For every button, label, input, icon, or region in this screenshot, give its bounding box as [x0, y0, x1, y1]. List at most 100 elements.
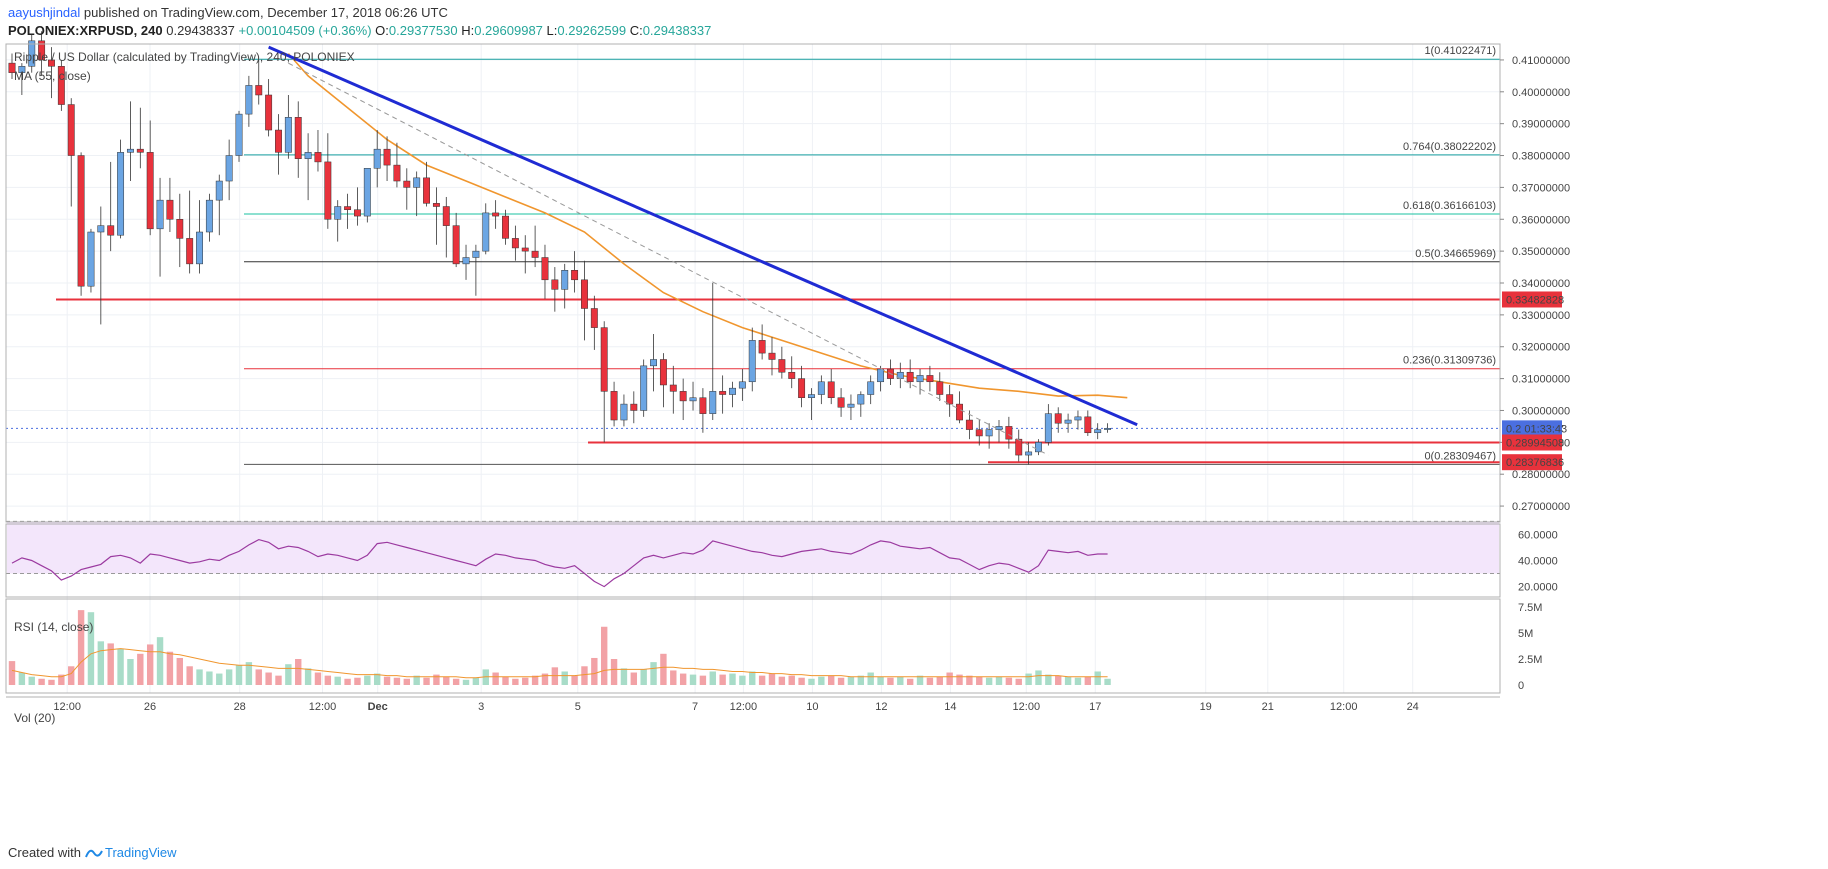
y-tick-label: 0.40000000	[1512, 87, 1570, 99]
candle-body	[403, 180, 411, 188]
volume-bar	[1064, 676, 1072, 685]
x-tick-label: 12:00	[730, 701, 758, 713]
volume-bar	[146, 644, 154, 685]
candle-body	[521, 247, 529, 252]
x-tick-label: 12:00	[1013, 701, 1041, 713]
symbol-label: POLONIEX:XRPUSD, 240	[8, 23, 163, 38]
candle-body	[255, 85, 263, 96]
x-tick-label: 21	[1262, 701, 1274, 713]
candle-body	[1035, 442, 1042, 453]
volume-bar	[867, 672, 874, 685]
volume-bar	[709, 671, 716, 685]
close-value: 0.29438337	[642, 23, 712, 38]
candle-body	[600, 327, 608, 392]
candle-body	[531, 250, 539, 258]
volume-bar	[186, 666, 193, 685]
volume-bar	[591, 657, 598, 685]
publish-line: aayushjindal published on TradingView.co…	[8, 4, 1820, 22]
high-label: H:	[461, 23, 475, 38]
volume-y-tick-label: 5M	[1518, 628, 1533, 640]
volume-ma-line	[11, 648, 1108, 679]
volume-bar	[966, 675, 973, 685]
candle-body	[38, 40, 46, 61]
candle-body	[423, 177, 430, 204]
volume-bar	[581, 666, 588, 685]
fibonacci-levels: 1(0.41022471) 0.764(0.38022202) 0.618(0.36…	[244, 45, 1500, 465]
volume-bar	[502, 676, 509, 685]
volume-bar	[166, 651, 174, 685]
resistance-price-label: 0.33482828	[1506, 294, 1564, 306]
volume-bar	[364, 675, 371, 685]
volume-bar	[926, 677, 934, 685]
y-tick-label: 0.37000000	[1512, 182, 1570, 194]
candle-body	[176, 219, 184, 239]
candle-body	[1025, 451, 1033, 456]
candle-body	[975, 429, 983, 437]
candle-body	[18, 66, 26, 73]
volume-bar	[156, 637, 164, 685]
candle-body	[738, 381, 746, 389]
candle-body	[205, 199, 213, 233]
x-tick-label: 3	[478, 701, 484, 713]
x-tick-label: 7	[692, 701, 698, 713]
volume-bar	[571, 675, 578, 685]
candle-body	[778, 359, 786, 373]
candle-body	[679, 391, 687, 402]
volume-bar	[97, 641, 105, 685]
countdown-bg	[1502, 420, 1562, 437]
x-tick-label: 19	[1200, 701, 1212, 713]
ohlc-line: POLONIEX:XRPUSD, 240 0.29438337 +0.00104…	[8, 22, 1820, 40]
candle-body	[363, 168, 371, 217]
candle-body	[620, 403, 628, 421]
y-tick-label: 0.30000000	[1512, 405, 1570, 417]
candle-body	[857, 394, 865, 405]
candle-body	[630, 403, 638, 411]
tradingview-link[interactable]: TradingView	[85, 843, 177, 863]
x-tick-label: 24	[1407, 701, 1419, 713]
candle-body	[1104, 428, 1112, 430]
volume-bar	[433, 674, 440, 685]
volume-bar	[758, 675, 766, 685]
volume-bar	[531, 675, 539, 685]
volume-bar	[87, 612, 95, 685]
volume-bar	[304, 668, 312, 685]
volume-bar	[324, 675, 332, 685]
volume-bar	[906, 678, 914, 685]
volume-bar	[630, 672, 638, 685]
volume-bar	[295, 659, 302, 685]
volume-bar	[857, 675, 865, 685]
candle-body	[1094, 429, 1102, 434]
volume-bar	[660, 653, 667, 685]
x-tick-label: 12:00	[1330, 701, 1358, 713]
candle-body	[462, 257, 470, 265]
candle-body	[669, 384, 677, 392]
ma55-line	[287, 53, 1128, 399]
low-value: 0.29262599	[557, 23, 627, 38]
volume-bar	[601, 626, 608, 685]
volume-bar	[117, 648, 124, 685]
candle-body	[383, 148, 391, 166]
volume-y-tick-label: 7.5M	[1518, 602, 1542, 614]
volume-bar	[729, 673, 736, 685]
x-tick-label: 26	[144, 701, 156, 713]
volume-bar	[314, 672, 322, 685]
volume-bar	[808, 678, 815, 685]
rsi-pane	[6, 520, 1500, 588]
y-tick-label: 0.35000000	[1512, 246, 1570, 258]
bearish-trendline	[268, 45, 1138, 427]
volume-bar	[423, 677, 430, 685]
chart-canvas[interactable]: 1(0.41022471) 0.764(0.38022202) 0.618(0.36…	[0, 0, 1828, 843]
author-link[interactable]: aayushjindal	[8, 5, 81, 20]
candle-body	[729, 387, 736, 395]
footer: Created with TradingView	[8, 843, 177, 863]
candle-body	[768, 352, 776, 360]
y-tick-label: 0.38000000	[1512, 151, 1570, 163]
volume-bar	[897, 676, 904, 685]
candle-body	[877, 368, 885, 383]
candle-body	[1015, 438, 1023, 456]
candle-body	[709, 391, 717, 414]
candle-body	[916, 375, 924, 383]
candle-body	[699, 397, 707, 414]
volume-bar	[77, 610, 85, 685]
volume-bar	[778, 676, 786, 685]
